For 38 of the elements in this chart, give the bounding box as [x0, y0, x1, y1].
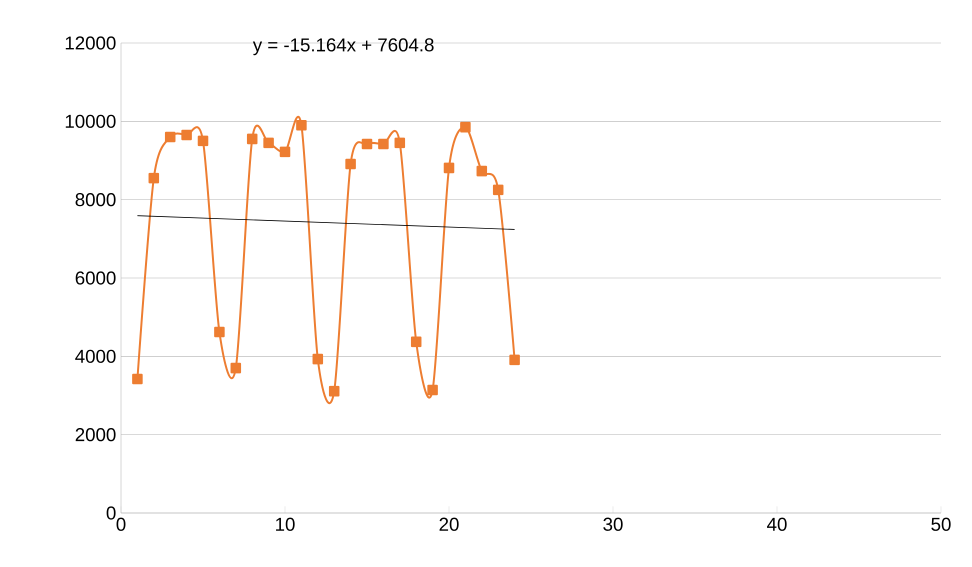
point: [246, 134, 258, 144]
point: [296, 120, 307, 131]
point: [164, 132, 176, 142]
point: [509, 354, 520, 366]
point: [198, 136, 208, 146]
point: [148, 172, 160, 184]
point: [280, 146, 290, 158]
point: [345, 158, 356, 170]
annotation: y = -15.164x + 7604.8: [252, 38, 434, 56]
point: [214, 326, 225, 338]
point: [362, 138, 372, 150]
point: [132, 374, 143, 384]
point: [181, 130, 192, 140]
x-tick-label: 50: [931, 518, 951, 531]
x-tick-label: 0: [116, 518, 126, 531]
point: [410, 336, 422, 348]
point: [444, 162, 454, 174]
y-tick-label: 2000: [76, 428, 116, 442]
point: [378, 138, 389, 150]
x-tick-label: 40: [767, 518, 787, 531]
y-tick-label: 6000: [76, 271, 116, 285]
point: [328, 386, 340, 396]
y-tick-label: 8000: [76, 193, 116, 206]
point: [263, 138, 274, 148]
point: [427, 384, 438, 396]
y-tick-label: 4000: [75, 350, 116, 363]
y-tick-label: 12000: [66, 36, 116, 50]
x-tick-label: 10: [276, 518, 295, 531]
point: [460, 122, 471, 132]
point: [312, 354, 324, 364]
y-tick-label: 0: [106, 506, 116, 520]
x-tick-label: 30: [603, 518, 623, 531]
x-tick-label: 20: [440, 518, 459, 531]
point: [492, 184, 504, 196]
y-tick-label: 10000: [66, 114, 116, 128]
point: [476, 166, 488, 176]
point: [394, 138, 406, 148]
point: [230, 362, 242, 374]
